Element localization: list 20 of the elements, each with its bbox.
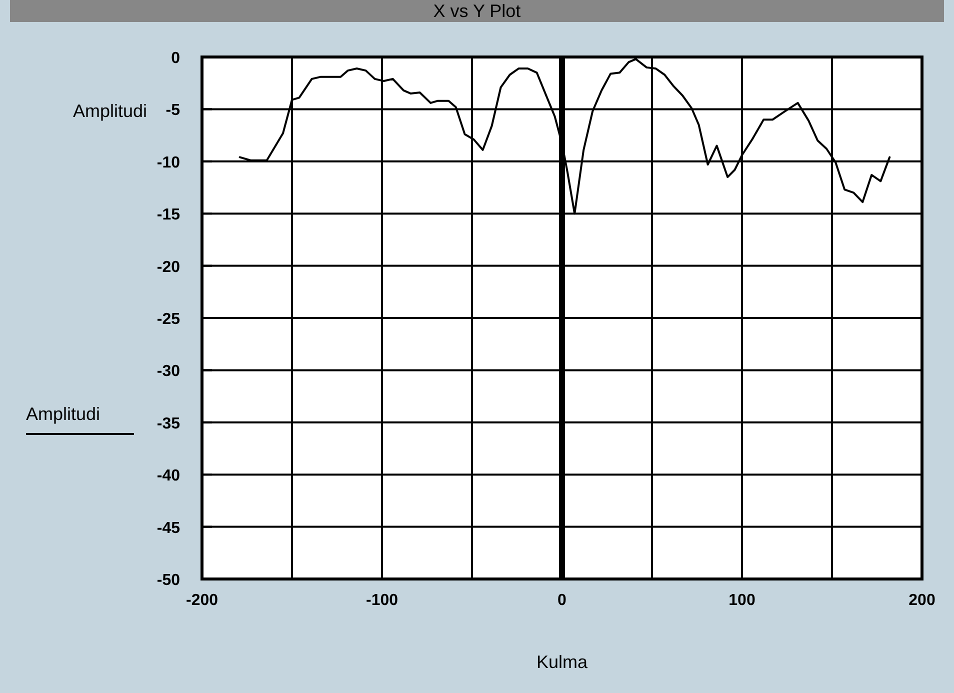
y-tick-label: -40 bbox=[156, 468, 180, 485]
y-tick-label: -25 bbox=[156, 311, 180, 328]
y-tick-label: -50 bbox=[156, 572, 180, 589]
y-tick-label: 0 bbox=[171, 50, 180, 67]
y-tick-label: -15 bbox=[156, 206, 180, 224]
y-tick-label: -5 bbox=[166, 102, 180, 120]
y-tick-label: -30 bbox=[156, 363, 180, 380]
text: Amplitudi bbox=[26, 404, 100, 424]
x-axis-title: Kulma bbox=[536, 652, 588, 672]
y-axis-title: Amplitudi bbox=[72, 101, 148, 121]
y-tick-label: -10 bbox=[156, 154, 180, 172]
y-tick-label: -35 bbox=[156, 415, 180, 432]
x-tick-label: 100 bbox=[728, 592, 756, 609]
x-tick-label: 0 bbox=[558, 592, 567, 609]
x-tick-label: 200 bbox=[908, 592, 936, 609]
chart-title: X vs Y Plot bbox=[433, 1, 521, 21]
x-tick-label: -200 bbox=[186, 592, 218, 609]
x-tick-label: -100 bbox=[366, 592, 398, 609]
y-tick-label: -45 bbox=[156, 520, 180, 537]
y-tick-label: -20 bbox=[156, 258, 180, 276]
